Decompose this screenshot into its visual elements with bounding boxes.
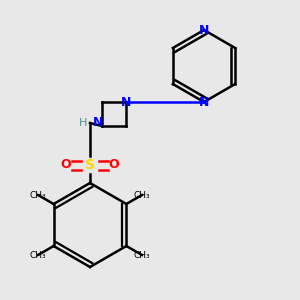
Text: O: O — [61, 158, 71, 172]
Text: N: N — [199, 95, 209, 109]
Text: CH₃: CH₃ — [134, 190, 150, 200]
Text: CH₃: CH₃ — [30, 190, 46, 200]
Text: N: N — [121, 95, 131, 109]
Text: H: H — [79, 118, 87, 128]
Text: O: O — [109, 158, 119, 172]
Text: CH₃: CH₃ — [134, 250, 150, 260]
Text: CH₃: CH₃ — [30, 250, 46, 260]
Text: N: N — [199, 23, 209, 37]
Text: N: N — [93, 116, 104, 130]
Text: S: S — [85, 158, 95, 172]
